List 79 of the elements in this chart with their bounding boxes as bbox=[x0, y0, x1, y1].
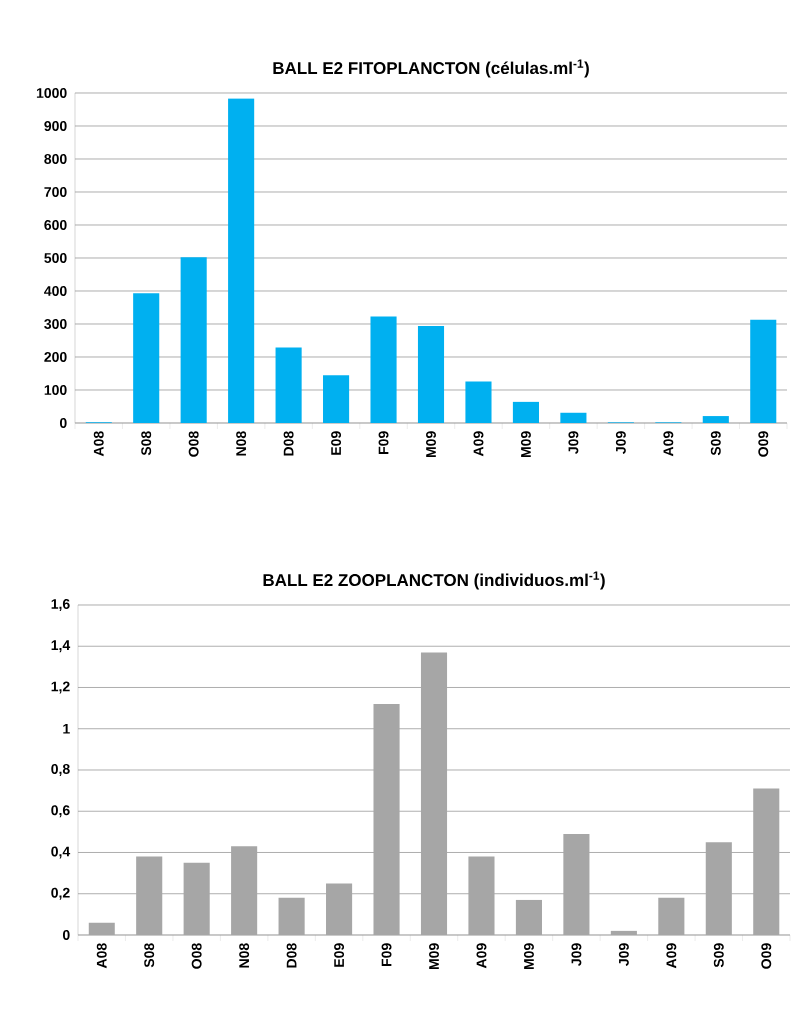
x-tick-label: M09 bbox=[429, 943, 439, 970]
y-tick-label: 400 bbox=[44, 286, 67, 296]
y-tick-label: 0,2 bbox=[51, 887, 70, 900]
x-tick-label: S09 bbox=[713, 943, 724, 968]
bar bbox=[468, 856, 495, 935]
bar bbox=[278, 897, 305, 935]
x-tick-label: F09 bbox=[378, 431, 389, 454]
x-tick-label: S08 bbox=[141, 431, 152, 456]
x-tick-label: M09 bbox=[426, 431, 436, 458]
y-tick-label: 0,8 bbox=[51, 764, 70, 776]
bar bbox=[180, 257, 207, 423]
x-tick-label: J09 bbox=[618, 943, 629, 966]
x-tick-label: N08 bbox=[239, 943, 250, 968]
y-tick-label: 800 bbox=[44, 154, 67, 164]
x-tick-label: A09 bbox=[476, 943, 487, 969]
x-tick-label: E09 bbox=[334, 943, 345, 967]
y-tick-label: 600 bbox=[44, 220, 67, 230]
y-tick-label: 300 bbox=[44, 319, 67, 329]
x-tick-label: D08 bbox=[283, 431, 294, 456]
x-tick-label: M09 bbox=[520, 431, 531, 458]
bar bbox=[515, 899, 542, 935]
bar bbox=[136, 856, 163, 935]
chart-title: BALL E2 ZOOPLANCTON (individuos.ml$^{-1}$) bbox=[263, 571, 605, 590]
x-tick-label: A08 bbox=[93, 431, 104, 457]
x-tick-label: F09 bbox=[381, 943, 392, 966]
bar bbox=[231, 846, 258, 935]
y-tick-label: 200 bbox=[44, 352, 67, 362]
chart-title: BALL E2 FITOPLANCTON (células.ml$^{-1}$) bbox=[273, 59, 589, 78]
x-tick-label: S08 bbox=[144, 943, 155, 968]
x-tick-label: M09 bbox=[523, 943, 534, 970]
y-tick-label: 1,6 bbox=[51, 599, 70, 611]
x-tick-label: D08 bbox=[286, 943, 297, 968]
y-tick-label: 0,4 bbox=[51, 846, 71, 859]
y-tick-label: 0 bbox=[59, 418, 67, 428]
bar bbox=[275, 347, 302, 423]
bar bbox=[702, 416, 729, 423]
x-tick-label: J09 bbox=[571, 943, 582, 966]
x-tick-label: O08 bbox=[191, 943, 202, 969]
x-tick-label: A09 bbox=[666, 943, 677, 969]
x-tick-label: S09 bbox=[710, 431, 721, 456]
x-tick-label: E09 bbox=[331, 431, 342, 455]
x-tick-label: J09 bbox=[615, 431, 626, 454]
y-tick-label: 0,6 bbox=[51, 805, 70, 818]
bar bbox=[133, 293, 160, 423]
bar bbox=[512, 401, 539, 423]
bar bbox=[88, 922, 115, 935]
x-tick-label: O09 bbox=[761, 943, 772, 969]
bar bbox=[183, 862, 210, 935]
bar bbox=[417, 325, 445, 423]
bar bbox=[705, 842, 732, 935]
x-tick-label: A09 bbox=[473, 431, 484, 457]
bar bbox=[563, 833, 590, 935]
bar bbox=[326, 883, 353, 935]
x-tick-label: O08 bbox=[188, 431, 199, 457]
x-tick-label: O09 bbox=[758, 431, 769, 457]
bar bbox=[465, 381, 492, 423]
bar bbox=[610, 930, 637, 935]
x-tick-label: N08 bbox=[236, 431, 247, 456]
bar bbox=[658, 897, 685, 935]
y-tick-label: 1000 bbox=[36, 88, 67, 98]
y-tick-label: 0 bbox=[62, 930, 70, 940]
bar bbox=[373, 704, 400, 935]
y-tick-label: 900 bbox=[44, 121, 67, 131]
y-tick-label: 1,4 bbox=[51, 640, 71, 653]
bar bbox=[753, 788, 780, 935]
y-tick-label: 100 bbox=[44, 385, 67, 395]
bar bbox=[370, 316, 397, 423]
y-tick-label: 1 bbox=[63, 723, 70, 734]
x-tick-label: J09 bbox=[568, 431, 579, 454]
x-tick-label: A09 bbox=[663, 431, 674, 457]
bar bbox=[323, 375, 350, 423]
bar bbox=[560, 412, 587, 423]
y-tick-label: 500 bbox=[44, 253, 67, 263]
bar bbox=[420, 652, 448, 935]
bar bbox=[228, 98, 255, 423]
y-tick-label: 700 bbox=[44, 187, 67, 197]
bar bbox=[750, 319, 777, 423]
x-tick-label: A08 bbox=[96, 943, 107, 969]
y-tick-label: 1,2 bbox=[51, 681, 70, 694]
